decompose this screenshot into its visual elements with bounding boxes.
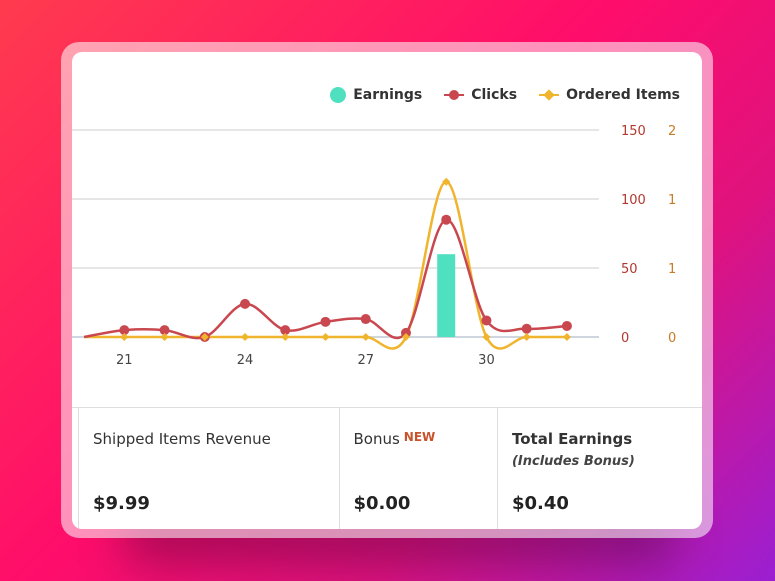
- stat-shipped-revenue: Shipped Items Revenue $9.99: [78, 408, 339, 529]
- x-tick-label: 30: [478, 353, 495, 368]
- ordered-items-point: [442, 177, 451, 186]
- stats-row: Shipped Items Revenue $9.99 Bonus NEW $0.…: [72, 407, 702, 529]
- earnings-bar: [437, 254, 456, 337]
- shipped-revenue-label: Shipped Items Revenue: [93, 430, 271, 448]
- ordered-items-point: [482, 333, 491, 341]
- total-earnings-label-wrap: Total Earnings: [512, 430, 632, 448]
- ordered-items-point: [200, 333, 209, 341]
- stat-total-earnings: Total Earnings (Includes Bonus) $0.40: [496, 408, 702, 529]
- ordered-items-point: [522, 333, 531, 341]
- clicks-point: [240, 298, 251, 309]
- legend-item-earnings[interactable]: Earnings: [330, 87, 422, 103]
- new-badge: NEW: [403, 430, 436, 444]
- y-left-tick-label: 50: [621, 262, 638, 277]
- x-tick-label: 27: [357, 353, 374, 368]
- shipped-revenue-value: $9.99: [93, 493, 150, 514]
- ordered-items-point: [160, 333, 169, 341]
- y-right-tick-label: 1: [668, 193, 676, 208]
- total-earnings-value: $0.40: [511, 493, 569, 514]
- ordered-items-point: [281, 333, 290, 341]
- ordered-items-swatch-icon: [539, 89, 560, 101]
- clicks-point: [119, 325, 130, 336]
- clicks-point: [441, 214, 452, 225]
- legend-item-ordered-items[interactable]: Ordered Items: [539, 87, 680, 103]
- clicks-point: [561, 320, 572, 331]
- bonus-label: Bonus: [353, 430, 400, 448]
- ordered-items-point: [120, 333, 129, 341]
- clicks-point: [481, 315, 492, 326]
- y-right-tick-label: 2: [668, 124, 676, 139]
- earnings-card: Earnings Clicks Ordered Items 150 2 100 1 50…: [72, 52, 702, 529]
- chart-legend: Earnings Clicks Ordered Items: [330, 87, 680, 103]
- legend-label-ordered-items: Ordered Items: [566, 87, 680, 103]
- earnings-swatch-icon: [330, 87, 347, 103]
- y-left-tick-label: 150: [621, 124, 646, 139]
- ordered-items-point: [241, 333, 250, 341]
- y-left-tick-label: 100: [621, 193, 646, 208]
- total-earnings-label: Total Earnings: [511, 430, 633, 448]
- ordered-items-point: [562, 333, 571, 341]
- ordered-items-point: [321, 333, 330, 341]
- total-earnings-sub: (Includes Bonus): [511, 454, 635, 469]
- y-left-tick-label: 0: [621, 331, 629, 346]
- ordered-items-point: [401, 333, 410, 341]
- clicks-point: [360, 314, 371, 325]
- clicks-point: [280, 325, 291, 336]
- ordered-items-point: [361, 333, 370, 341]
- legend-label-clicks: Clicks: [471, 87, 518, 103]
- bonus-value: $0.00: [353, 493, 411, 514]
- legend-item-clicks[interactable]: Clicks: [444, 87, 517, 103]
- legend-label-earnings: Earnings: [353, 87, 423, 103]
- clicks-point: [320, 316, 331, 327]
- x-tick-label: 21: [116, 353, 133, 368]
- clicks-point: [521, 323, 532, 334]
- y-right-tick-label: 1: [668, 262, 676, 277]
- bonus-label-wrap: Bonus NEW: [354, 430, 436, 448]
- clicks-point: [400, 327, 411, 338]
- stat-bonus: Bonus NEW $0.00: [338, 408, 497, 529]
- clicks-swatch-icon: [444, 89, 465, 101]
- x-tick-label: 24: [237, 353, 254, 368]
- clicks-point: [159, 325, 170, 336]
- y-right-tick-label: 0: [668, 331, 676, 346]
